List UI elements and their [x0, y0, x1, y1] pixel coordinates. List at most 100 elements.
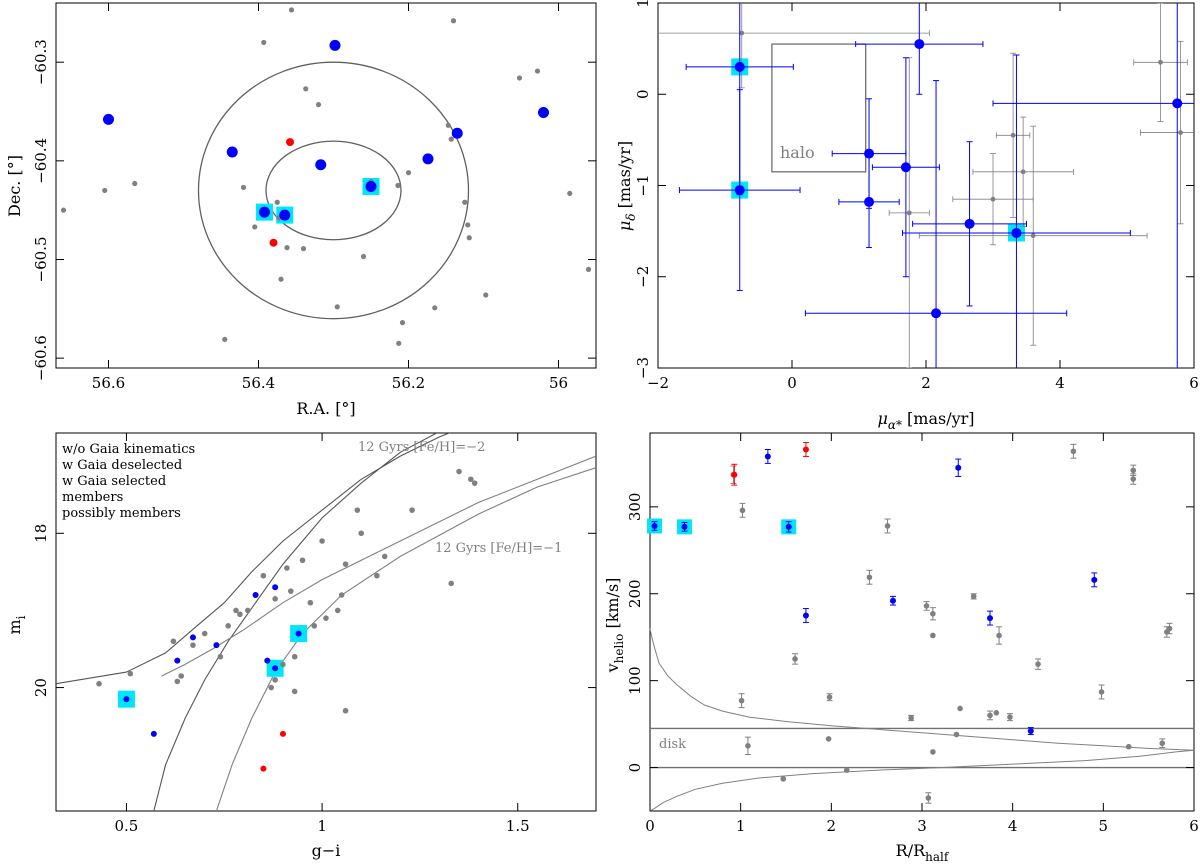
- deselected-star: [970, 593, 977, 600]
- cmd-legend: w/o Gaia kinematics w Gaia deselected w …: [62, 442, 195, 521]
- panel-velocity-xtick-label: 0: [645, 817, 655, 835]
- deselected-star: [342, 561, 349, 567]
- selected-star: [365, 180, 377, 192]
- selected-star: [1172, 98, 1183, 109]
- selected-star: [889, 597, 896, 604]
- deselected-star: [174, 678, 181, 685]
- deselected-star: [287, 588, 294, 594]
- deselected-star: [311, 623, 318, 629]
- deselected-star: [190, 642, 196, 648]
- deselected-star: [274, 199, 280, 205]
- deselected-star: [432, 305, 438, 311]
- deselected-star: [957, 705, 963, 712]
- isochrone-group: [56, 433, 596, 811]
- deselected-star: [399, 320, 406, 326]
- selected-star: [900, 162, 911, 173]
- radius-ellipse: [265, 140, 402, 241]
- panel-proper-motion-ytick-label: 0: [634, 89, 652, 99]
- panel-velocity-xtick-label: 3: [917, 817, 927, 835]
- no-kinematics-star: [731, 471, 738, 478]
- halo-box: [771, 43, 867, 173]
- selected-star: [914, 39, 925, 50]
- panel-cmd: 12 Gyrs [Fe/H]=−2 12 Gyrs [Fe/H]=−1 0.5 1…: [5, 432, 597, 860]
- panel-cmd-xtick-label: 0.5: [115, 817, 139, 835]
- panel-sky-map-xtick-label: 56.6: [92, 374, 125, 392]
- deselected-star: [284, 565, 290, 571]
- selected-star: [213, 642, 220, 649]
- selected-star: [150, 730, 157, 737]
- selected-star: [651, 522, 658, 529]
- deselected-star: [866, 574, 873, 581]
- deselected-star: [291, 653, 298, 660]
- deselected-star: [178, 673, 185, 679]
- selected-star: [987, 615, 993, 622]
- deselected-star: [261, 39, 267, 46]
- selected-star: [734, 185, 745, 196]
- deselected-star: [738, 697, 745, 704]
- deselected-star: [395, 182, 401, 189]
- deselected-star: [102, 187, 108, 194]
- panel-sky-map-frame: [55, 2, 597, 369]
- deselected-star: [170, 638, 177, 645]
- deselected-star: [483, 292, 489, 298]
- deselected-star: [217, 653, 224, 660]
- deselected-star: [381, 553, 388, 560]
- no-kinematics-star: [802, 446, 809, 453]
- legend-gaia-deselected: w Gaia deselected: [62, 458, 182, 473]
- deselected-star: [930, 749, 936, 755]
- panel-velocity-frame: [649, 432, 1195, 812]
- selected-star: [734, 61, 745, 72]
- panel-cmd-frame: [55, 432, 597, 812]
- panel-velocity: disk 0 1 2 3 4 5 6 0 100 200 300 R/Rhalf vhelio [k…: [603, 432, 1199, 864]
- panel-proper-motion-xtick-label: −2: [647, 374, 669, 392]
- panel-sky-map-xlabel: R.A. [°]: [296, 399, 355, 418]
- selected-star: [252, 592, 259, 598]
- panel-proper-motion: halo −2 0 2 4 6−3−2−101 μα* [mas/yr] μδ [mas…: [615, 0, 1199, 432]
- deselected-star: [280, 661, 286, 668]
- proper-motion-marks: [658, 3, 1194, 368]
- deselected-star: [405, 170, 412, 176]
- deselected-star: [471, 480, 478, 486]
- legend-members: members: [62, 490, 123, 505]
- panel-velocity-ytick-label: 300: [626, 493, 644, 522]
- selected-star: [174, 657, 181, 664]
- panel-velocity-xtick-label: 6: [1189, 817, 1199, 835]
- deselected-star: [132, 180, 138, 187]
- panel-proper-motion-ylabel: μδ [mas/yr]: [615, 141, 638, 231]
- deselected-star: [925, 795, 932, 801]
- deselected-star: [268, 684, 275, 691]
- panel-proper-motion-xlabel: μα* [mas/yr]: [877, 409, 974, 432]
- deselected-star: [1130, 467, 1137, 474]
- selected-star: [451, 127, 463, 139]
- deselected-star: [884, 523, 891, 529]
- panel-velocity-ytick-label: 100: [626, 666, 644, 695]
- isochrone-line: [153, 433, 438, 811]
- selected-star: [931, 308, 942, 319]
- panel-sky-map-xtick-label: 56.4: [242, 374, 275, 392]
- deselected-star: [739, 507, 746, 514]
- deselected-star: [300, 246, 307, 252]
- deselected-star: [825, 736, 832, 742]
- selected-star: [272, 584, 279, 591]
- radius-ellipse: [197, 61, 470, 320]
- deselected-star: [303, 86, 309, 92]
- panel-sky-map-ytick-label: −60.5: [32, 237, 50, 283]
- legend-wo-gaia: w/o Gaia kinematics: [62, 442, 195, 457]
- deselected-star: [567, 190, 573, 196]
- deselected-star: [374, 572, 380, 579]
- panel-proper-motion-xtick-label: 6: [1189, 374, 1199, 392]
- deselected-star: [990, 196, 996, 202]
- selected-star: [264, 657, 271, 664]
- deselected-star: [780, 776, 787, 782]
- deselected-star: [323, 615, 329, 621]
- selected-star: [1091, 576, 1098, 583]
- deselected-star: [396, 340, 402, 346]
- panel-sky-map-ylabel: Dec. [°]: [5, 155, 24, 217]
- disk-region-label: disk: [659, 737, 686, 752]
- panel-proper-motion-ytick-label: 1: [634, 0, 652, 8]
- deselected-star: [792, 656, 798, 662]
- deselected-star: [739, 30, 745, 36]
- isochrone-line: [56, 433, 451, 685]
- deselected-star: [338, 592, 345, 598]
- selected-star: [538, 107, 549, 118]
